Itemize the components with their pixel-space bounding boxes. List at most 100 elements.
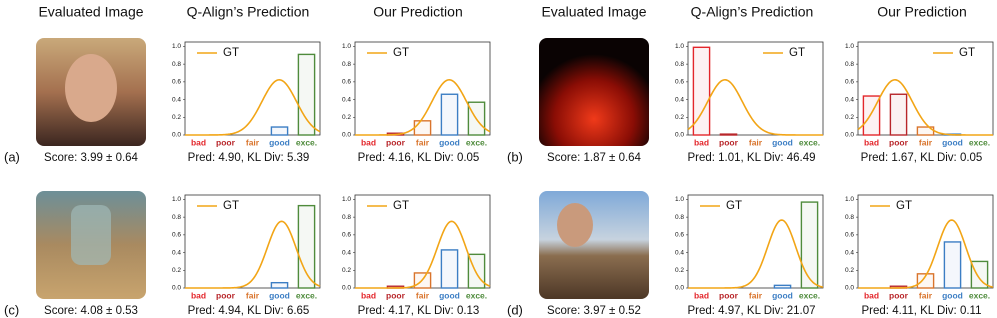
y-tick-label: 0.0 (675, 132, 684, 139)
category-label: exce. (799, 137, 820, 147)
category-label: bad (694, 137, 709, 147)
bar (440, 249, 459, 289)
y-tick-label: 0.2 (845, 267, 854, 274)
y-tick-label: 1.0 (845, 196, 854, 203)
y-tick-label: 1.0 (675, 196, 684, 203)
category-label: good (942, 290, 963, 300)
bar (719, 133, 738, 136)
y-tick-label: 1.0 (675, 43, 684, 50)
bar (440, 93, 459, 136)
y-tick-label: 0.6 (342, 79, 351, 86)
gt-curve (858, 219, 994, 289)
bar (800, 201, 819, 289)
gt-curve (687, 78, 823, 136)
y-tick-label: 0.2 (342, 267, 351, 274)
legend-label: GT (789, 47, 805, 59)
category-label: fair (749, 137, 763, 147)
y-tick-label: 0.8 (675, 61, 684, 68)
category-label: exce. (296, 290, 317, 300)
column-header: Our Prediction (877, 4, 966, 20)
y-tick-label: 0.0 (845, 132, 854, 139)
legend-label: GT (726, 200, 742, 212)
category-label: poor (719, 137, 739, 147)
gt-curve (355, 78, 491, 136)
category-label: good (269, 290, 290, 300)
column-header: Evaluated Image (38, 4, 143, 20)
category-label: fair (919, 290, 933, 300)
gt-curve (355, 220, 491, 289)
score: Score: 3.97 ± 0.52 (547, 305, 641, 317)
y-tick-label: 0.4 (172, 249, 181, 256)
y-tick-label: 0.6 (675, 79, 684, 86)
y-tick-label: 0.8 (342, 61, 351, 68)
plot-frame (184, 194, 321, 289)
bar (692, 46, 711, 136)
category-label: poor (386, 290, 406, 300)
gt-curve (857, 78, 993, 136)
image-detail (65, 54, 117, 122)
y-tick-label: 0.8 (845, 214, 854, 221)
panel-label: (d) (507, 302, 523, 317)
y-tick-label: 0.2 (172, 114, 181, 121)
chart-caption: Pred: 4.17, KL Div: 0.13 (358, 305, 480, 317)
score: Score: 1.87 ± 0.64 (547, 152, 642, 164)
chart-caption: Pred: 4.94, KL Div: 6.65 (188, 305, 310, 317)
y-tick-label: 0.4 (845, 96, 854, 103)
column-header: Evaluated Image (541, 4, 646, 20)
y-tick-label: 0.2 (342, 114, 351, 121)
y-tick-label: 0.4 (172, 96, 181, 103)
bar (943, 241, 962, 289)
y-tick-label: 0.2 (845, 114, 854, 121)
category-label: bad (864, 290, 879, 300)
y-tick-label: 1.0 (172, 43, 181, 50)
bar (270, 281, 289, 289)
category-label: poor (719, 290, 739, 300)
category-label: exce. (296, 137, 317, 147)
chart-caption: Pred: 4.90, KL Div: 5.39 (188, 152, 310, 164)
category-label: exce. (466, 290, 487, 300)
y-tick-label: 0.0 (172, 132, 181, 139)
y-tick-label: 1.0 (342, 196, 351, 203)
bar (889, 93, 908, 136)
bar (773, 284, 792, 289)
score: Score: 3.99 ± 0.64 (44, 152, 139, 164)
y-tick-label: 0.4 (342, 249, 351, 256)
category-label: fair (416, 290, 430, 300)
y-tick-label: 0.4 (675, 96, 684, 103)
column-header: Q-Align’s Prediction (187, 4, 310, 20)
y-tick-label: 0.6 (172, 79, 181, 86)
y-tick-label: 0.8 (845, 61, 854, 68)
y-tick-label: 0.6 (172, 232, 181, 239)
chart-caption: Pred: 4.97, KL Div: 21.07 (687, 305, 815, 317)
panel-label: (c) (4, 302, 19, 317)
legend-label: GT (393, 200, 409, 212)
category-label: poor (216, 290, 236, 300)
y-tick-label: 0.0 (172, 285, 181, 292)
chart-caption: Pred: 1.67, KL Div: 0.05 (861, 152, 983, 164)
bar (297, 204, 316, 289)
plot-frame (687, 41, 824, 136)
gt-curve (185, 220, 321, 289)
category-label: good (942, 137, 963, 147)
y-tick-label: 0.6 (675, 232, 684, 239)
panel-label: (b) (507, 149, 523, 164)
category-label: exce. (799, 290, 820, 300)
y-tick-label: 0.6 (845, 232, 854, 239)
category-label: exce. (969, 290, 990, 300)
y-tick-label: 0.6 (845, 79, 854, 86)
category-label: fair (919, 137, 933, 147)
category-label: bad (694, 290, 709, 300)
bar (270, 126, 289, 136)
legend-label: GT (896, 200, 912, 212)
y-tick-label: 0.0 (342, 132, 351, 139)
y-tick-label: 0.2 (675, 267, 684, 274)
evaluated-image (539, 38, 649, 146)
legend-label: GT (959, 47, 975, 59)
y-tick-label: 0.0 (675, 285, 684, 292)
gt-curve (185, 78, 321, 136)
category-label: bad (864, 137, 879, 147)
image-detail (71, 205, 111, 265)
y-tick-label: 0.4 (342, 96, 351, 103)
category-label: exce. (969, 137, 990, 147)
